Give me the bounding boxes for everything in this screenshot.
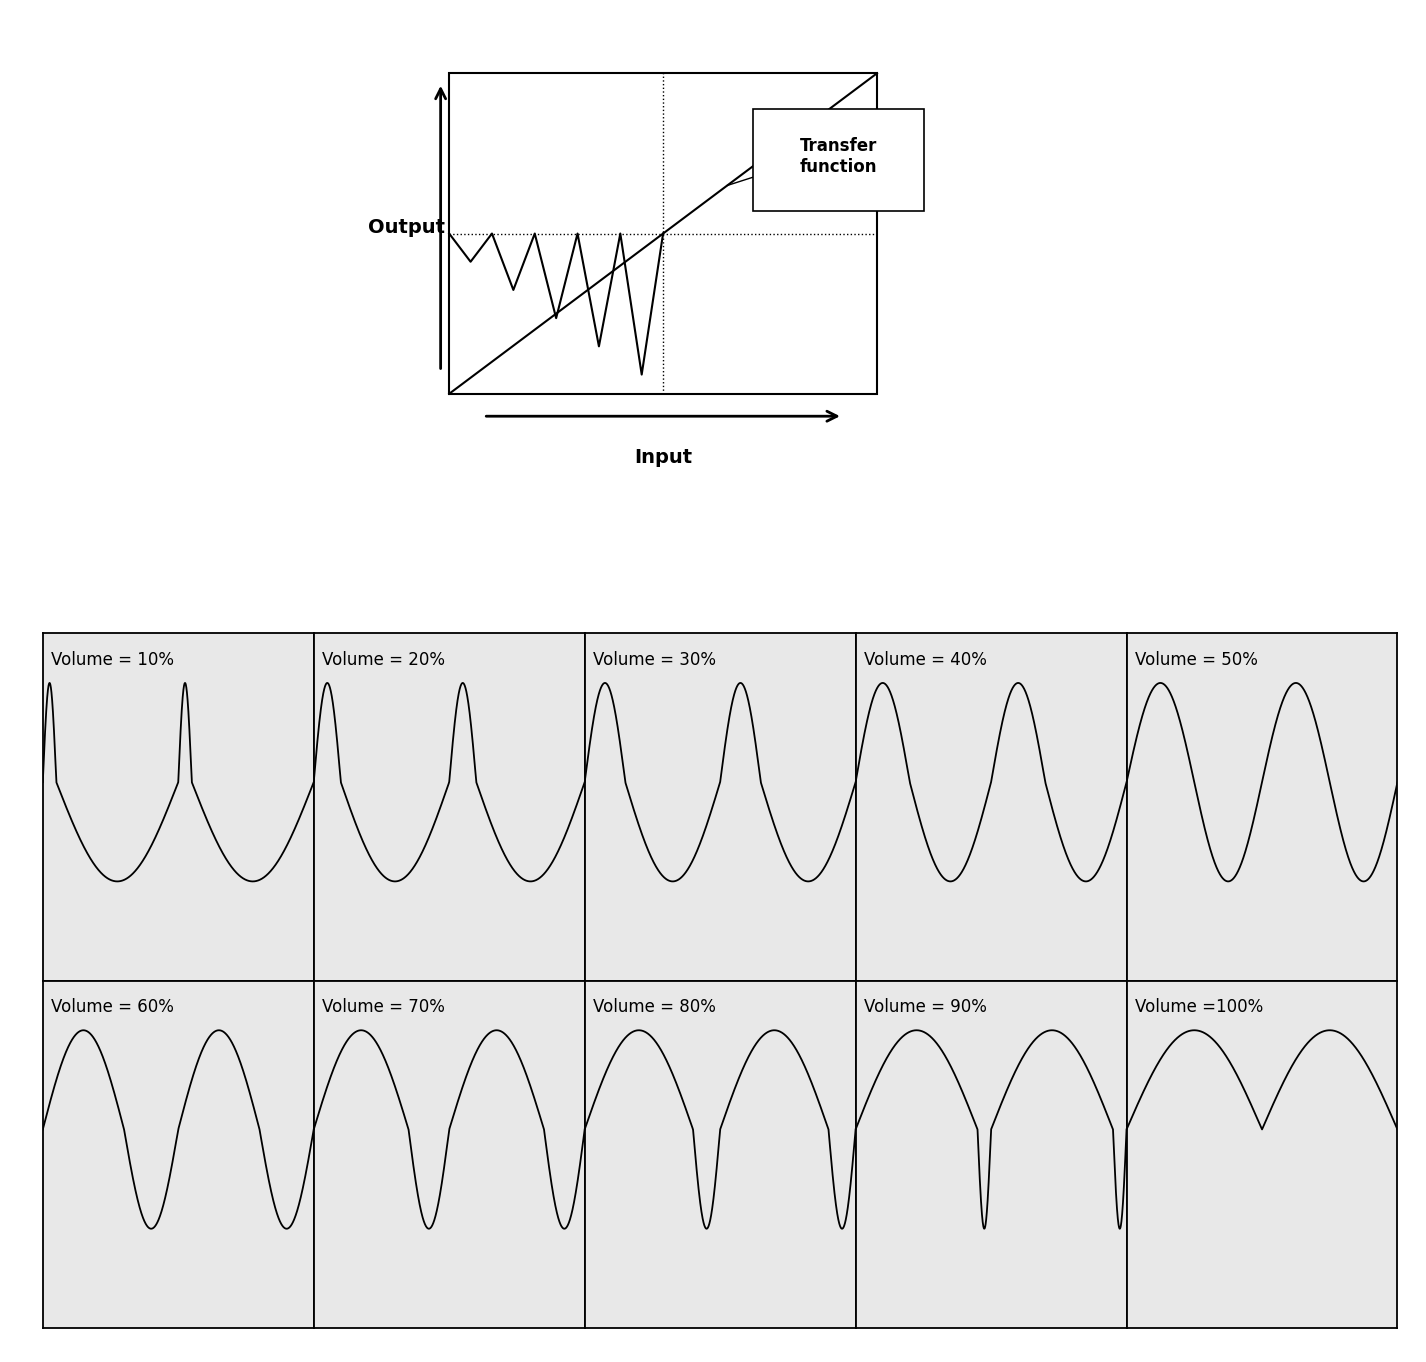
Bar [449,74,877,394]
Text: Volume = 80%: Volume = 80% [593,998,716,1016]
Text: Volume = 40%: Volume = 40% [864,651,987,669]
Text: Volume =100%: Volume =100% [1135,998,1263,1016]
Text: Volume = 90%: Volume = 90% [864,998,987,1016]
Text: Volume = 10%: Volume = 10% [51,651,174,669]
FancyBboxPatch shape [753,109,924,211]
Text: Volume = 60%: Volume = 60% [51,998,174,1016]
Text: Input: Input [635,448,692,467]
Text: Volume = 20%: Volume = 20% [322,651,445,669]
Text: Volume = 30%: Volume = 30% [593,651,716,669]
Text: Volume = 70%: Volume = 70% [322,998,445,1016]
Text: Transfer
function: Transfer function [800,138,877,176]
Text: Output: Output [368,218,445,237]
Text: Volume = 50%: Volume = 50% [1135,651,1258,669]
